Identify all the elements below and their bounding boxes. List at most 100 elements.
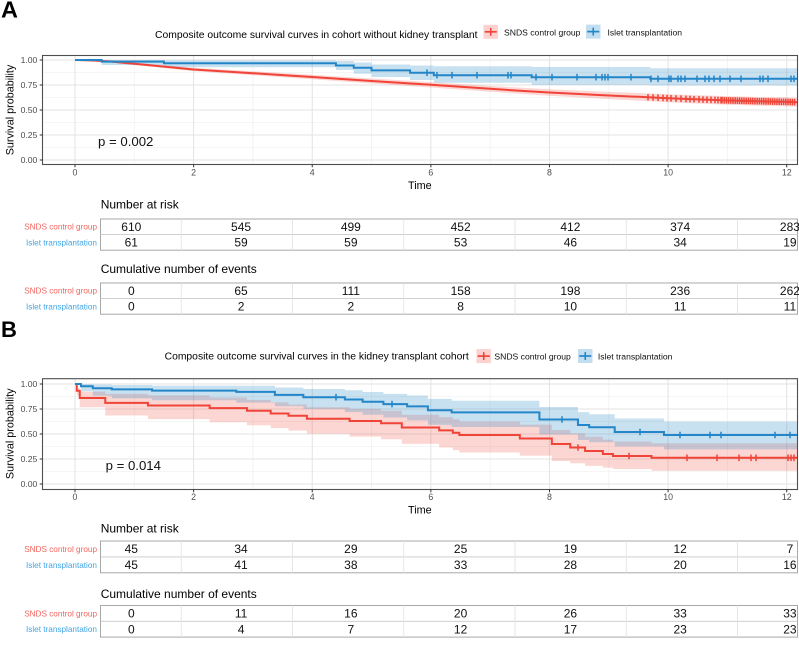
svg-text:8: 8 — [547, 168, 552, 178]
svg-text:1.00: 1.00 — [21, 379, 38, 389]
svg-text:0: 0 — [128, 622, 135, 636]
svg-text:Islet transplantation: Islet transplantation — [26, 302, 97, 311]
svg-text:2: 2 — [191, 168, 196, 178]
svg-text:6: 6 — [428, 492, 433, 502]
svg-text:6: 6 — [428, 168, 433, 178]
svg-text:1.00: 1.00 — [21, 55, 38, 65]
svg-text:610: 610 — [121, 220, 141, 234]
svg-text:SNDS control group: SNDS control group — [24, 287, 97, 296]
svg-text:Islet transplantation: Islet transplantation — [598, 351, 673, 361]
svg-text:7: 7 — [347, 622, 354, 636]
svg-text:B: B — [1, 317, 17, 342]
svg-text:0: 0 — [128, 607, 135, 621]
svg-text:452: 452 — [451, 220, 471, 234]
svg-text:11: 11 — [235, 607, 248, 621]
svg-text:46: 46 — [564, 236, 578, 250]
svg-text:p = 0.002: p = 0.002 — [98, 134, 153, 149]
svg-text:Composite outcome survival cur: Composite outcome survival curves in coh… — [155, 30, 478, 41]
svg-text:65: 65 — [234, 284, 248, 298]
svg-text:Islet transplantation: Islet transplantation — [26, 238, 97, 247]
svg-text:12: 12 — [673, 542, 687, 556]
svg-text:Time: Time — [408, 180, 432, 192]
svg-text:Islet transplantation: Islet transplantation — [26, 625, 97, 634]
svg-text:20: 20 — [454, 607, 468, 621]
svg-text:34: 34 — [673, 236, 687, 250]
svg-text:A: A — [1, 0, 18, 23]
svg-text:Number at risk: Number at risk — [101, 198, 180, 212]
svg-text:33: 33 — [783, 607, 797, 621]
svg-text:0.25: 0.25 — [21, 130, 38, 140]
svg-text:7: 7 — [787, 542, 794, 556]
svg-text:45: 45 — [125, 558, 139, 572]
svg-text:33: 33 — [454, 558, 468, 572]
svg-text:236: 236 — [670, 284, 690, 298]
svg-text:19: 19 — [564, 542, 578, 556]
svg-text:SNDS control group: SNDS control group — [504, 27, 581, 37]
svg-text:2: 2 — [238, 300, 245, 314]
svg-text:111: 111 — [342, 284, 361, 298]
svg-text:23: 23 — [783, 622, 797, 636]
svg-text:Islet transplantation: Islet transplantation — [608, 27, 683, 37]
svg-text:Survival probability: Survival probability — [5, 64, 17, 155]
svg-text:2: 2 — [191, 492, 196, 502]
svg-text:SNDS control group: SNDS control group — [24, 223, 97, 232]
svg-text:Composite outcome survival cur: Composite outcome survival curves in the… — [165, 352, 469, 363]
svg-text:283: 283 — [780, 220, 799, 234]
svg-text:19: 19 — [783, 236, 797, 250]
svg-text:4: 4 — [310, 168, 315, 178]
svg-text:20: 20 — [673, 558, 687, 572]
svg-text:0.00: 0.00 — [21, 155, 38, 165]
svg-text:38: 38 — [344, 558, 358, 572]
svg-text:499: 499 — [341, 220, 361, 234]
svg-text:0.50: 0.50 — [21, 105, 38, 115]
svg-text:12: 12 — [782, 168, 792, 178]
svg-text:0: 0 — [128, 300, 135, 314]
svg-text:198: 198 — [560, 284, 580, 298]
svg-text:12: 12 — [454, 622, 468, 636]
svg-text:262: 262 — [780, 284, 799, 298]
svg-text:158: 158 — [451, 284, 471, 298]
svg-text:26: 26 — [564, 607, 578, 621]
svg-text:59: 59 — [344, 236, 358, 250]
svg-text:Survival probability: Survival probability — [5, 388, 17, 479]
svg-text:10: 10 — [663, 492, 673, 502]
svg-text:SNDS control group: SNDS control group — [494, 351, 571, 361]
svg-text:0: 0 — [128, 284, 135, 298]
svg-text:34: 34 — [234, 542, 248, 556]
svg-text:61: 61 — [125, 236, 139, 250]
svg-text:4: 4 — [310, 492, 315, 502]
svg-text:374: 374 — [670, 220, 690, 234]
svg-text:0.00: 0.00 — [21, 479, 38, 489]
svg-text:Time: Time — [408, 504, 432, 516]
svg-text:0.25: 0.25 — [21, 454, 38, 464]
svg-text:8: 8 — [457, 300, 464, 314]
svg-text:16: 16 — [344, 607, 358, 621]
svg-text:10: 10 — [564, 300, 578, 314]
svg-text:8: 8 — [547, 492, 552, 502]
svg-text:412: 412 — [560, 220, 580, 234]
svg-text:0.75: 0.75 — [21, 80, 38, 90]
svg-text:16: 16 — [783, 558, 797, 572]
svg-text:Cumulative number of events: Cumulative number of events — [101, 587, 257, 601]
svg-text:545: 545 — [231, 220, 251, 234]
svg-text:0.50: 0.50 — [21, 429, 38, 439]
svg-text:25: 25 — [454, 542, 468, 556]
svg-text:0: 0 — [73, 492, 78, 502]
svg-text:p = 0.014: p = 0.014 — [106, 458, 161, 473]
svg-text:45: 45 — [125, 542, 139, 556]
svg-text:53: 53 — [454, 236, 468, 250]
svg-text:11: 11 — [674, 300, 687, 314]
svg-text:0.75: 0.75 — [21, 404, 38, 414]
svg-text:12: 12 — [782, 492, 792, 502]
svg-text:41: 41 — [234, 558, 248, 572]
svg-text:33: 33 — [673, 607, 687, 621]
svg-text:SNDS control group: SNDS control group — [24, 545, 97, 554]
svg-text:28: 28 — [564, 558, 578, 572]
svg-text:Number at risk: Number at risk — [101, 522, 180, 536]
svg-text:29: 29 — [344, 542, 358, 556]
svg-text:0: 0 — [73, 168, 78, 178]
svg-text:4: 4 — [238, 622, 245, 636]
svg-text:SNDS control group: SNDS control group — [24, 609, 97, 618]
svg-text:11: 11 — [784, 300, 797, 314]
svg-text:23: 23 — [673, 622, 687, 636]
